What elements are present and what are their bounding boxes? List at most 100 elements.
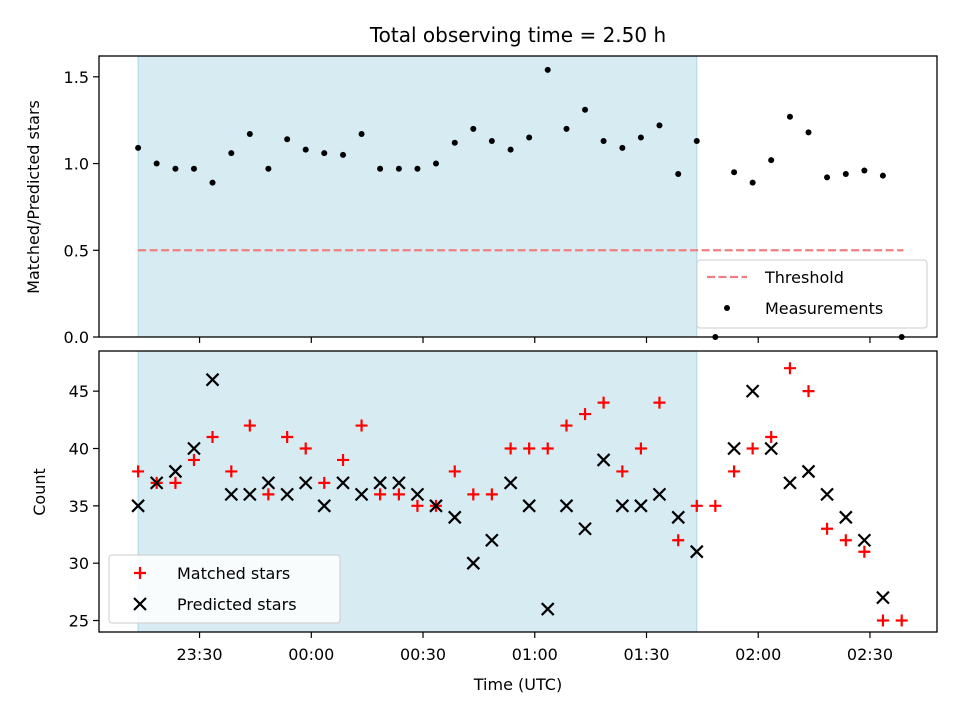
- predicted-stars-point: [317, 499, 332, 513]
- predicted-stars-point: [596, 453, 611, 467]
- matched-stars-point: [225, 465, 238, 478]
- predicted-stars-point: [336, 476, 350, 490]
- measurement-point: [470, 125, 477, 132]
- axes-frame: [98, 350, 938, 633]
- x-tick-label: 02:00: [735, 645, 781, 664]
- matched-stars-point: [672, 534, 685, 547]
- measurement-point: [302, 146, 309, 153]
- predicted-stars-point: [876, 590, 890, 605]
- y-tick-label: 1.5: [64, 68, 89, 87]
- predicted-stars-point: [615, 499, 630, 513]
- matched-stars-point: [281, 431, 294, 444]
- matched-stars-point: [411, 499, 424, 512]
- count-panel: 25 30 35 40 45 23:30 00:00 00:30 01:00 01:30 02:00…: [69, 350, 938, 664]
- matched-stars-point: [299, 442, 312, 455]
- x-axis-label: Time (UTC): [473, 675, 562, 694]
- predicted-stars-point: [540, 602, 555, 616]
- measurement-point: [395, 165, 402, 172]
- measurement-point: [451, 139, 458, 146]
- measurement-point: [563, 125, 570, 132]
- matched-stars-point: [187, 453, 200, 466]
- bottom-y-axis-label: Count: [30, 468, 49, 516]
- axes-frame: [98, 55, 938, 338]
- matched-stars-point: [374, 488, 387, 501]
- matched-stars-point: [523, 442, 536, 455]
- legend-threshold-label: Threshold: [764, 268, 844, 287]
- measurement-point: [284, 136, 291, 143]
- measurement-point: [153, 160, 160, 167]
- matched-stars-point: [802, 385, 815, 398]
- matched-stars-point: [206, 431, 219, 444]
- legend-predicted-swatch: [133, 597, 147, 611]
- predicted-stars-point: [429, 499, 443, 513]
- matched-stars-point: [262, 488, 275, 501]
- y-tick-label: 1.0: [64, 155, 89, 174]
- y-tick-label: 35: [69, 497, 89, 516]
- measurement-point: [693, 137, 700, 144]
- measurement-point: [321, 150, 328, 157]
- predicted-stars-point: [224, 487, 239, 502]
- matched-stars-point: [634, 442, 647, 455]
- measurement-point: [600, 137, 607, 144]
- x-tick-label: 02:30: [847, 645, 893, 664]
- matched-stars-point: [858, 545, 871, 558]
- measurement-point: [675, 170, 682, 177]
- predicted-stars-point: [354, 487, 369, 502]
- matched-stars-point: [169, 476, 182, 489]
- matched-stars-point: [765, 431, 778, 444]
- predicted-stars-point: [466, 556, 481, 570]
- measurement-point: [377, 165, 384, 172]
- measurement-point: [265, 165, 272, 172]
- y-tick-label: 45: [69, 382, 89, 401]
- matched-stars-point: [597, 396, 610, 409]
- legend-matched-swatch: [134, 567, 146, 579]
- measurement-point: [432, 160, 439, 167]
- matched-stars-point: [504, 442, 517, 455]
- x-tick-label: 01:00: [512, 645, 558, 664]
- predicted-stars-point: [745, 384, 760, 398]
- y-tick-label: 30: [69, 554, 89, 573]
- measurement-point: [768, 157, 775, 164]
- observing-window-band: [137, 55, 698, 338]
- y-tick-label: 25: [69, 612, 89, 631]
- legend-matched-label: Matched stars: [177, 564, 290, 583]
- top-y-axis-label: Matched/Predicted stars: [24, 100, 43, 294]
- predicted-stars-point: [652, 487, 667, 502]
- predicted-stars-point: [522, 499, 536, 513]
- measurement-point: [842, 170, 849, 177]
- predicted-stars-point: [839, 510, 853, 525]
- measurement-point: [861, 167, 868, 174]
- matched-stars-point: [709, 499, 722, 512]
- matched-stars-point: [876, 614, 889, 627]
- predicted-stars-point: [373, 476, 387, 490]
- matched-stars-point: [132, 465, 145, 478]
- measurement-point: [488, 137, 495, 144]
- matched-stars-point: [355, 419, 368, 432]
- x-tick-label: 00:30: [400, 645, 446, 664]
- predicted-stars-point: [857, 533, 872, 548]
- matched-stars-point: [560, 419, 573, 432]
- legend-measurements-swatch: [724, 305, 730, 311]
- matched-stars-point: [318, 476, 331, 489]
- predicted-stars-point: [131, 499, 145, 513]
- measurement-point: [414, 165, 421, 172]
- matched-stars-point: [690, 499, 703, 512]
- top-legend: Threshold Measurements: [696, 259, 928, 329]
- matched-stars-point: [783, 362, 796, 375]
- predicted-stars-point: [243, 487, 257, 502]
- predicted-stars-point: [727, 441, 741, 456]
- measurement-point: [637, 134, 644, 141]
- measurement-point: [246, 131, 253, 138]
- y-tick-label: 40: [69, 439, 89, 458]
- predicted-stars-point: [410, 487, 425, 502]
- matched-stars-point: [895, 614, 908, 627]
- matched-stars-point: [541, 442, 554, 455]
- predicted-stars-point: [280, 487, 294, 502]
- predicted-stars-point: [820, 487, 834, 502]
- matched-stars-point: [746, 442, 759, 455]
- matched-stars-point: [337, 453, 350, 466]
- matched-stars-point: [616, 465, 629, 478]
- predicted-stars-point: [634, 499, 648, 513]
- measurement-point: [190, 165, 197, 172]
- measurement-point: [228, 150, 235, 157]
